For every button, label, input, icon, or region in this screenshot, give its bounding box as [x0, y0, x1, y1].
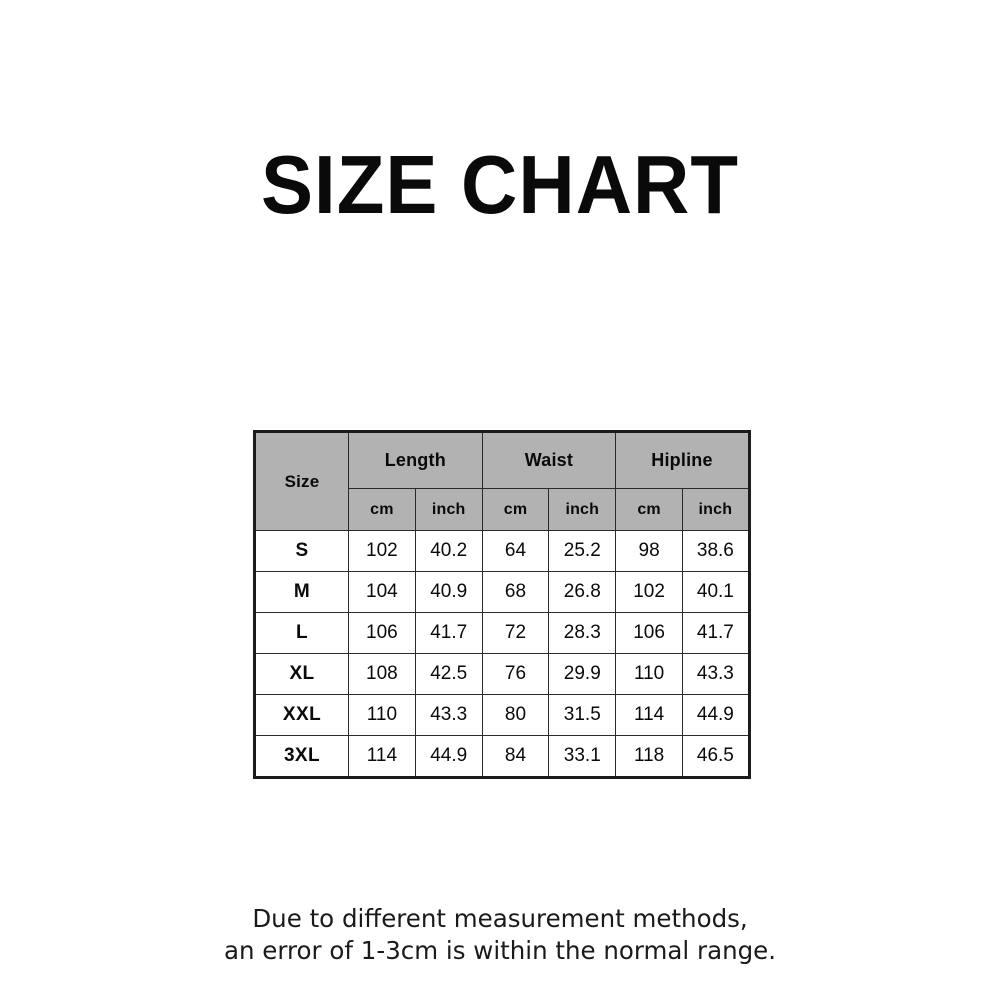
cell-hipline-cm: 118 — [615, 735, 683, 778]
cell-hipline-cm: 106 — [615, 612, 683, 654]
column-header-group-waist: Waist — [481, 431, 617, 489]
cell-length-cm: 114 — [348, 735, 416, 778]
column-header-length-cm: cm — [348, 488, 416, 531]
cell-waist-inch: 25.2 — [548, 530, 617, 572]
cell-length-inch: 40.9 — [414, 571, 483, 613]
cell-length-cm: 108 — [348, 653, 416, 695]
cell-hipline-inch: 38.6 — [681, 530, 750, 572]
column-header-hipline-cm: cm — [615, 488, 683, 531]
table-body: S 102 40.2 64 25.2 98 38.6 M 104 40.9 68… — [254, 530, 750, 778]
table-header-row-groups: Size Length Waist Hipline — [254, 431, 750, 531]
cell-length-cm: 102 — [348, 530, 416, 572]
cell-length-cm: 104 — [348, 571, 416, 613]
cell-hipline-cm: 98 — [615, 530, 683, 572]
cell-size: S — [254, 530, 349, 572]
table-row: M 104 40.9 68 26.8 102 40.1 — [254, 571, 750, 613]
column-header-group-hipline: Hipline — [615, 431, 750, 489]
table-header-row-units: cm inch cm inch cm inch — [255, 488, 750, 531]
cell-hipline-inch: 44.9 — [681, 694, 750, 736]
cell-hipline-cm: 114 — [615, 694, 683, 736]
table-row: 3XL 114 44.9 84 33.1 118 46.5 — [254, 735, 750, 778]
cell-waist-cm: 68 — [481, 571, 550, 613]
cell-size: XL — [254, 653, 349, 695]
size-chart-table-container: Size Length Waist Hipline cm inch cm inc… — [253, 430, 751, 779]
cell-waist-cm: 64 — [481, 530, 550, 572]
column-header-hipline-inch: inch — [681, 488, 750, 531]
cell-size: M — [254, 571, 349, 613]
column-header-length-inch: inch — [414, 488, 483, 531]
column-header-waist-inch: inch — [548, 488, 617, 531]
cell-waist-cm: 76 — [481, 653, 550, 695]
cell-hipline-inch: 41.7 — [681, 612, 750, 654]
column-header-size: Size — [254, 431, 349, 531]
cell-length-cm: 106 — [348, 612, 416, 654]
cell-size: XXL — [254, 694, 349, 736]
table-header: Size Length Waist Hipline cm inch cm inc… — [254, 431, 750, 531]
cell-length-inch: 44.9 — [414, 735, 483, 778]
measurement-disclaimer: Due to different measurement methods, an… — [0, 903, 1000, 967]
cell-waist-inch: 28.3 — [548, 612, 617, 654]
table-row: XL 108 42.5 76 29.9 110 43.3 — [254, 653, 750, 695]
size-chart-table: Size Length Waist Hipline cm inch cm inc… — [253, 430, 751, 779]
cell-hipline-inch: 46.5 — [681, 735, 750, 778]
page-title: SIZE CHART — [261, 137, 739, 232]
cell-hipline-cm: 102 — [615, 571, 683, 613]
cell-waist-inch: 33.1 — [548, 735, 617, 778]
cell-waist-cm: 72 — [481, 612, 550, 654]
cell-size: L — [254, 612, 349, 654]
cell-waist-cm: 80 — [481, 694, 550, 736]
column-header-waist-cm: cm — [481, 488, 550, 531]
cell-length-inch: 43.3 — [414, 694, 483, 736]
cell-length-inch: 40.2 — [414, 530, 483, 572]
cell-hipline-cm: 110 — [615, 653, 683, 695]
cell-hipline-inch: 43.3 — [681, 653, 750, 695]
cell-length-cm: 110 — [348, 694, 416, 736]
table-row: S 102 40.2 64 25.2 98 38.6 — [254, 530, 750, 572]
table-row: L 106 41.7 72 28.3 106 41.7 — [254, 612, 750, 654]
cell-length-inch: 42.5 — [414, 653, 483, 695]
cell-size: 3XL — [254, 735, 349, 778]
table-row: XXL 110 43.3 80 31.5 114 44.9 — [254, 694, 750, 736]
cell-length-inch: 41.7 — [414, 612, 483, 654]
disclaimer-line-2: an error of 1-3cm is within the normal r… — [223, 936, 777, 965]
disclaimer-line-1: Due to different measurement methods, — [252, 904, 748, 933]
column-header-group-length: Length — [348, 431, 483, 489]
cell-waist-cm: 84 — [481, 735, 550, 778]
cell-waist-inch: 26.8 — [548, 571, 617, 613]
cell-waist-inch: 31.5 — [548, 694, 617, 736]
cell-waist-inch: 29.9 — [548, 653, 617, 695]
cell-hipline-inch: 40.1 — [681, 571, 750, 613]
